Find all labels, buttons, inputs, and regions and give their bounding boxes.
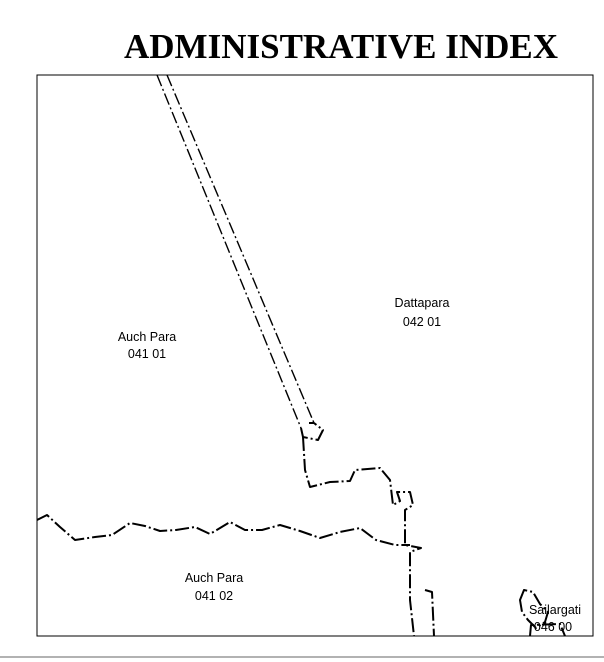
- boundary: [302, 436, 422, 636]
- boundary: [300, 422, 324, 441]
- boundary: [166, 75, 315, 424]
- region-name: Auch Para: [185, 571, 243, 585]
- region-code: 046 00: [534, 620, 572, 634]
- region-name: Auch Para: [118, 330, 176, 344]
- boundary: [424, 589, 435, 636]
- region-name: Dattapara: [395, 296, 450, 310]
- boundary: [37, 514, 410, 546]
- region-name: Sailargati: [529, 603, 581, 617]
- boundary: [529, 623, 566, 636]
- map-frame: [36, 74, 594, 637]
- boundaries: [37, 75, 566, 636]
- boundary: [156, 75, 302, 429]
- map-title: ADMINISTRATIVE INDEX: [124, 27, 558, 66]
- boundary: [519, 589, 549, 629]
- region-code: 042 01: [403, 315, 441, 329]
- region-code: 041 01: [128, 347, 166, 361]
- region-code: 041 02: [195, 589, 233, 603]
